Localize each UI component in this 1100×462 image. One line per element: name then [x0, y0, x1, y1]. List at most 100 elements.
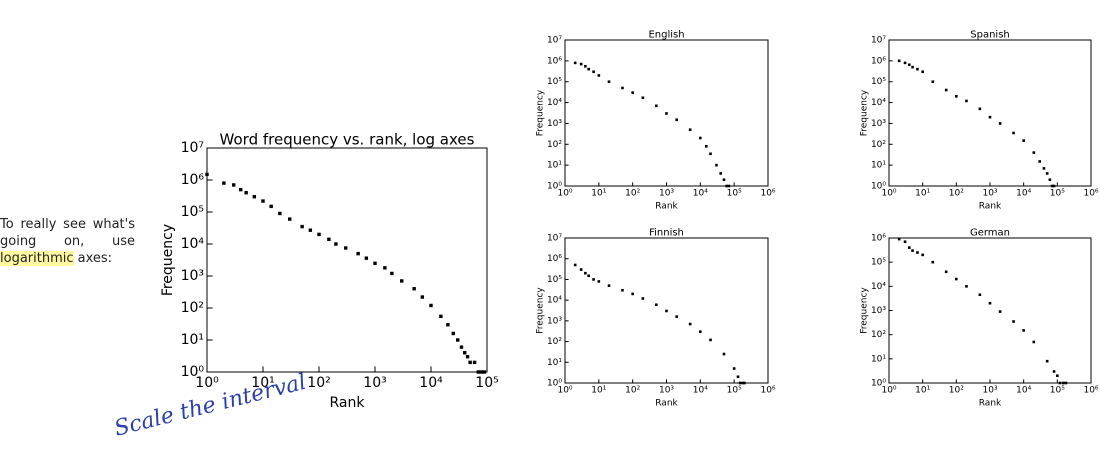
chart-title: Finnish — [649, 228, 684, 239]
plot-area — [888, 39, 1092, 187]
x-tick-label: 10⁰ — [557, 189, 572, 199]
point — [573, 263, 577, 267]
y-tick-label: 10¹ — [181, 332, 204, 348]
y-tick-label: 10⁴ — [871, 282, 886, 292]
point — [472, 360, 477, 365]
plot-area — [888, 237, 1092, 384]
point — [1022, 329, 1025, 332]
point — [1058, 381, 1062, 385]
point — [732, 367, 736, 370]
point — [451, 331, 455, 336]
point — [931, 80, 935, 84]
point — [459, 345, 464, 349]
y-tick-label: 10⁰ — [871, 182, 886, 192]
point — [439, 314, 443, 319]
point — [420, 295, 425, 299]
point — [741, 381, 745, 385]
y-tick-label: 10² — [547, 140, 562, 150]
point — [308, 228, 313, 232]
slide-text: To really see what's going on, use logar… — [0, 216, 135, 267]
point — [597, 280, 601, 283]
point — [482, 370, 487, 374]
point — [907, 63, 911, 67]
y-axis-label: Frequency — [535, 89, 545, 136]
highlighted-text: logarithmic — [0, 251, 74, 266]
y-axis-label: Frequency — [859, 287, 869, 334]
point — [429, 303, 433, 308]
y-tick-label: 10⁴ — [871, 98, 886, 108]
point — [897, 59, 901, 63]
x-tick-label: 10⁰ — [195, 375, 219, 391]
point — [1042, 167, 1046, 170]
point — [978, 293, 982, 297]
point — [390, 271, 394, 276]
x-tick-label: 10² — [625, 189, 640, 199]
y-tick-label: 10⁷ — [547, 36, 562, 46]
point — [665, 112, 668, 115]
y-axis-label: Frequency — [859, 89, 869, 136]
chart-title: Spanish — [970, 30, 1010, 41]
x-tick-label: 10³ — [659, 386, 674, 396]
chart-title: German — [970, 228, 1010, 239]
y-tick-label: 10² — [871, 140, 886, 150]
point — [907, 246, 911, 249]
x-tick-label: 10¹ — [251, 375, 274, 391]
point — [383, 266, 387, 270]
y-tick-label: 10⁶ — [871, 56, 886, 66]
point — [300, 224, 304, 229]
point — [675, 315, 678, 318]
point — [587, 67, 590, 71]
x-tick-label: 10³ — [363, 375, 386, 391]
y-tick-label: 10¹ — [871, 161, 886, 171]
point — [244, 191, 248, 195]
point — [911, 65, 914, 69]
y-tick-label: 10⁵ — [547, 77, 562, 87]
text: axes: — [77, 251, 113, 266]
point — [232, 183, 236, 187]
point — [675, 118, 678, 122]
y-axis-label: Frequency — [160, 224, 176, 296]
point — [579, 62, 583, 66]
point — [631, 292, 634, 296]
point — [903, 240, 907, 244]
point — [597, 74, 601, 77]
x-tick-label: 10⁶ — [1083, 386, 1098, 396]
y-tick-label: 10⁵ — [871, 258, 886, 268]
point — [978, 107, 982, 111]
point — [722, 352, 726, 356]
point — [699, 330, 702, 333]
point — [725, 184, 728, 188]
point — [373, 261, 377, 265]
point — [655, 303, 658, 307]
x-tick-label: 10³ — [982, 189, 997, 199]
point — [621, 86, 624, 90]
point — [641, 297, 645, 300]
x-axis-label: Rank — [979, 398, 1002, 408]
point — [1050, 184, 1054, 188]
y-tick-label: 10¹ — [871, 354, 886, 364]
point — [631, 91, 634, 94]
point — [931, 260, 935, 264]
y-tick-label: 10² — [181, 300, 204, 316]
x-tick-label: 10¹ — [915, 189, 930, 199]
y-tick-label: 10² — [547, 337, 562, 347]
x-axis-label: Rank — [330, 395, 366, 411]
x-tick-label: 10² — [949, 386, 964, 396]
y-tick-label: 10³ — [181, 268, 204, 284]
point — [261, 199, 265, 203]
y-tick-label: 10⁵ — [871, 77, 886, 87]
point — [1056, 374, 1059, 378]
y-tick-label: 10⁴ — [547, 98, 562, 108]
point — [1045, 172, 1049, 175]
point — [998, 310, 1002, 313]
point — [719, 172, 723, 175]
point — [955, 94, 958, 98]
x-tick-label: 10¹ — [591, 189, 606, 199]
y-tick-label: 10⁵ — [547, 275, 562, 285]
point — [584, 64, 587, 68]
x-tick-label: 10³ — [982, 386, 997, 396]
point — [998, 122, 1002, 125]
point — [944, 270, 948, 274]
point — [344, 246, 348, 250]
